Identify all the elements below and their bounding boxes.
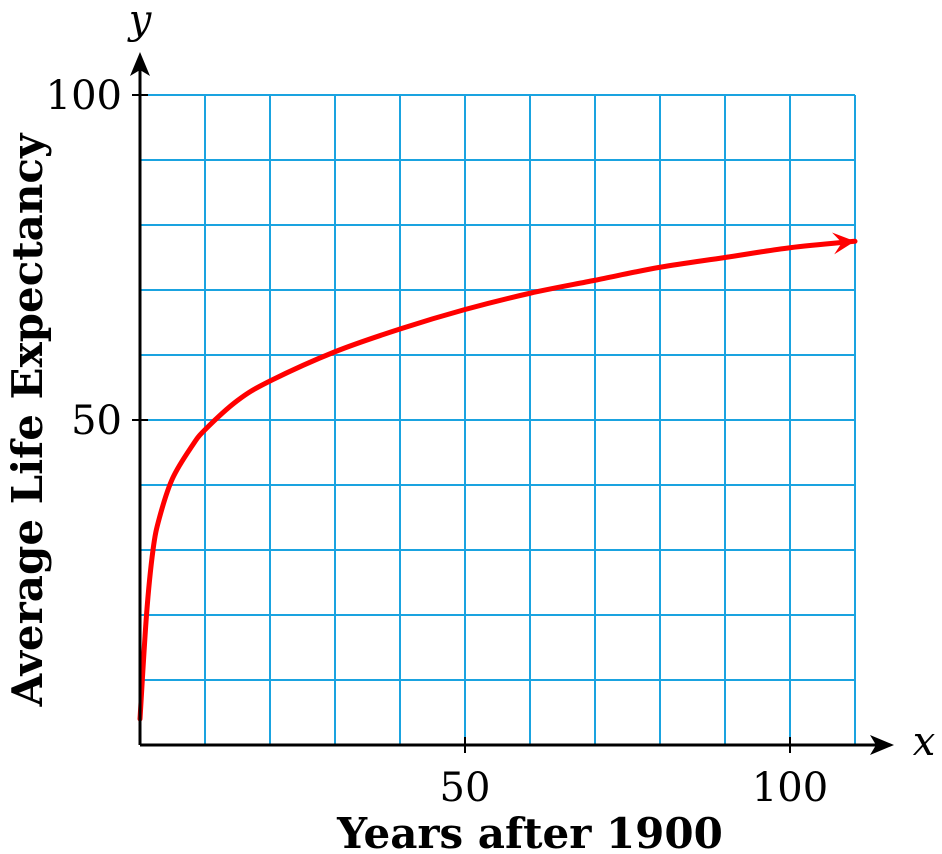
x-axis-arrowhead [870, 735, 894, 755]
axes [130, 52, 894, 755]
x-axis-variable: x [913, 719, 936, 765]
curve-arrowhead [832, 232, 855, 255]
y-tick-label: 50 [71, 398, 122, 444]
y-axis-arrowhead [130, 52, 150, 76]
grid [140, 94, 856, 745]
x-tick-label: 50 [440, 765, 491, 811]
y-tick-label: 100 [46, 73, 122, 119]
x-tick-label: 100 [752, 765, 828, 811]
life-expectancy-curve [137, 238, 858, 722]
y-axis-variable: y [127, 0, 153, 43]
curve-layer [137, 232, 858, 722]
x-axis-title: Years after 1900 [336, 809, 723, 854]
y-axis-title: Average Life Expectancy [3, 132, 52, 707]
labels: y x Years after 1900 Average Life Expect… [3, 0, 935, 854]
